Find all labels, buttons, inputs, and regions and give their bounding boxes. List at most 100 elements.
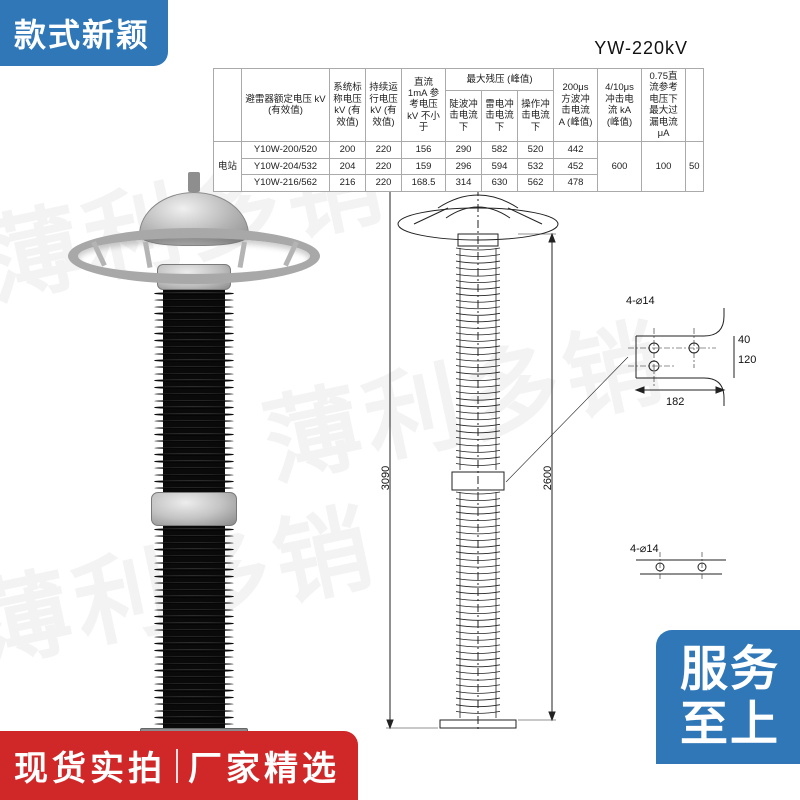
photo-shed — [154, 467, 233, 469]
dim-body-height: 2600 — [542, 466, 554, 490]
photo-shed — [154, 568, 233, 570]
cell: 520 — [518, 142, 554, 158]
badge-br-line2: 至上 — [680, 697, 780, 752]
badge-top-left-text: 款式新颖 — [14, 17, 150, 53]
cell: 600 — [598, 142, 642, 191]
photo-shed — [154, 339, 233, 341]
photo-shed — [154, 548, 233, 550]
photo-shed — [154, 427, 233, 429]
photo-shed — [154, 676, 233, 678]
dim-hole-note: 4-⌀14 — [626, 294, 655, 307]
photo-shed — [154, 683, 233, 685]
photo-segment-upper — [163, 290, 225, 492]
photo-body-stack — [154, 264, 234, 740]
photo-shed — [154, 649, 233, 651]
photo-shed — [154, 542, 233, 544]
photo-shed — [154, 642, 233, 644]
photo-shed — [154, 595, 233, 597]
th-200us: 200μs 方波冲击电流 A (峰值) — [554, 69, 598, 142]
photo-shed — [154, 326, 233, 328]
photo-shed — [154, 555, 233, 557]
photo-shed — [154, 393, 233, 395]
photo-shed — [154, 562, 233, 564]
cell: 159 — [402, 158, 446, 174]
photo-shed — [154, 582, 233, 584]
th-cont: 持续运行电压 kV (有效值) — [366, 69, 402, 142]
cell: Y10W-216/562 — [242, 175, 330, 191]
cell: 296 — [446, 158, 482, 174]
photo-shed — [154, 447, 233, 449]
cell: 630 — [482, 175, 518, 191]
badge-divider — [176, 749, 178, 783]
cell: 216 — [330, 175, 366, 191]
spec-table: 避雷器额定电压 kV (有效值) 系统标称电压 kV (有效值) 持续运行电压 … — [213, 68, 704, 192]
photo-shed — [154, 440, 233, 442]
badge-top-left: 款式新颖 — [0, 0, 168, 66]
th-leak: 0.75直流参考电压下最大过漏电流 μA — [642, 69, 686, 142]
photo-segment-lower — [163, 526, 225, 728]
photo-shed — [154, 453, 233, 455]
cell: 156 — [402, 142, 446, 158]
cell: 290 — [446, 142, 482, 158]
photo-shed — [154, 696, 233, 698]
cell: 442 — [554, 142, 598, 158]
badge-bl-line2: 厂家精选 — [188, 741, 340, 790]
badge-bl-line1: 现货实拍 — [14, 741, 166, 790]
photo-shed — [154, 460, 233, 462]
cell: 220 — [366, 158, 402, 174]
photo-shed — [154, 528, 233, 530]
photo-shed — [154, 723, 233, 725]
photo-shed — [154, 386, 233, 388]
photo-shed — [154, 589, 233, 591]
th-resid-span: 最大残压 (峰值) — [446, 69, 554, 91]
cell: 532 — [518, 158, 554, 174]
photo-shed — [154, 379, 233, 381]
photo-shed — [154, 636, 233, 638]
th-steep: 陡波冲击电流下 — [446, 90, 482, 142]
th-switch: 操作冲击电流下 — [518, 90, 554, 142]
cell: 100 — [642, 142, 686, 191]
cell: Y10W-200/520 — [242, 142, 330, 158]
photo-shed — [154, 656, 233, 658]
photo-shed — [154, 292, 233, 294]
th-rated: 避雷器额定电压 kV (有效值) — [242, 69, 330, 142]
cell: 478 — [554, 175, 598, 191]
cell: 452 — [554, 158, 598, 174]
photo-cap-rod — [188, 172, 200, 192]
cell: 50 — [686, 142, 704, 191]
photo-shed — [154, 413, 233, 415]
photo-shed — [154, 703, 233, 705]
photo-shed — [154, 359, 233, 361]
photo-shed — [154, 366, 233, 368]
cell: 594 — [482, 158, 518, 174]
th-light: 雷电冲击电流下 — [482, 90, 518, 142]
cell: 220 — [366, 175, 402, 191]
group-label: 电站 — [214, 142, 242, 191]
dim-flange-h: 120 — [738, 354, 756, 366]
cell: 204 — [330, 158, 366, 174]
photo-shed — [154, 306, 233, 308]
photo-shed — [154, 319, 233, 321]
dim-flange-y: 40 — [738, 334, 750, 346]
badge-bottom-left: 现货实拍 厂家精选 — [0, 731, 358, 800]
th-sys: 系统标称电压 kV (有效值) — [330, 69, 366, 142]
photo-shed — [154, 373, 233, 375]
photo-shed — [154, 615, 233, 617]
photo-shed — [154, 689, 233, 691]
product-photo — [54, 172, 334, 744]
cell: 220 — [366, 142, 402, 158]
photo-shed — [154, 622, 233, 624]
photo-shed — [154, 474, 233, 476]
photo-shed — [154, 420, 233, 422]
cell: 314 — [446, 175, 482, 191]
badge-br-line1: 服务 — [680, 642, 780, 697]
photo-shed — [154, 332, 233, 334]
photo-shed — [154, 400, 233, 402]
photo-shed — [154, 312, 233, 314]
th-dc: 直流 1mA 参考电压 kV 不小于 — [402, 69, 446, 142]
cell: 582 — [482, 142, 518, 158]
photo-shed — [154, 535, 233, 537]
cell: Y10W-204/532 — [242, 158, 330, 174]
photo-shed — [154, 487, 233, 489]
photo-shed — [154, 406, 233, 408]
